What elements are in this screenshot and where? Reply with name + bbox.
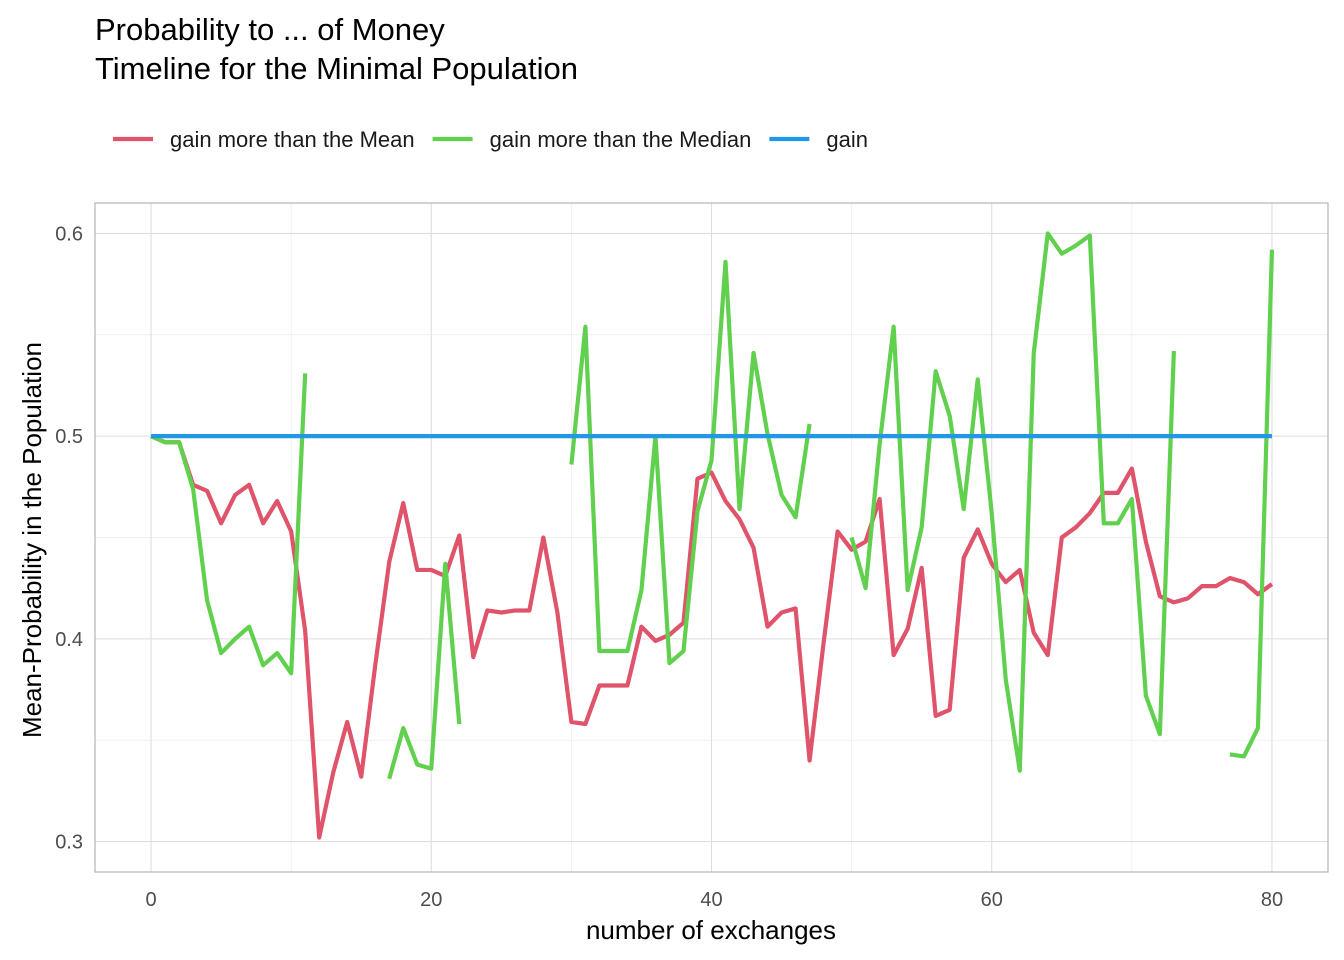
x-tick-label: 40 bbox=[700, 889, 722, 911]
y-tick-label: 0.5 bbox=[55, 426, 83, 448]
series-lines bbox=[150, 231, 1275, 840]
x-axis-label: number of exchanges bbox=[586, 915, 836, 945]
y-axis-ticks: 0.3 0.4 0.5 0.6 bbox=[55, 223, 83, 853]
y-tick-label: 0.6 bbox=[55, 223, 83, 245]
x-axis-ticks: 0 20 40 60 80 bbox=[145, 889, 1283, 911]
plot-panel-border bbox=[94, 202, 1329, 873]
series-line-gain-more-than-the-mean bbox=[150, 434, 1274, 840]
chart-title: Probability to ... of Money bbox=[95, 12, 445, 47]
legend-label: gain bbox=[826, 127, 868, 152]
legend-label: gain more than the Mean bbox=[170, 127, 415, 152]
legend-label: gain more than the Median bbox=[490, 127, 752, 152]
y-axis-label: Mean-Probability in the Population bbox=[17, 342, 47, 738]
x-tick-label: 60 bbox=[981, 889, 1003, 911]
x-tick-label: 0 bbox=[145, 889, 156, 911]
y-tick-label: 0.4 bbox=[55, 629, 83, 651]
x-tick-label: 20 bbox=[420, 889, 442, 911]
legend: gain more than the Mean gain more than th… bbox=[113, 127, 868, 152]
y-tick-label: 0.3 bbox=[55, 832, 83, 854]
x-tick-label: 80 bbox=[1261, 889, 1283, 911]
series-line-gain-more-than-the-median bbox=[150, 231, 1275, 780]
chart-subtitle: Timeline for the Minimal Population bbox=[95, 51, 578, 86]
